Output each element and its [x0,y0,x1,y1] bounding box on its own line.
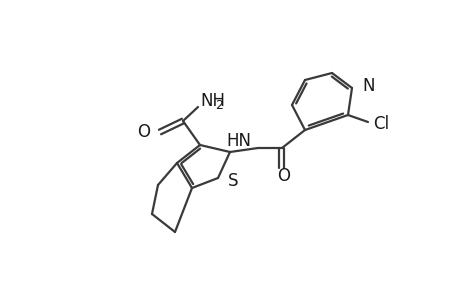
Text: 2: 2 [215,98,223,112]
Text: O: O [277,167,290,185]
Text: O: O [137,123,150,141]
Text: HN: HN [225,132,251,150]
Text: NH: NH [200,92,224,110]
Text: S: S [228,172,238,190]
Text: N: N [361,77,374,95]
Text: Cl: Cl [372,115,388,133]
